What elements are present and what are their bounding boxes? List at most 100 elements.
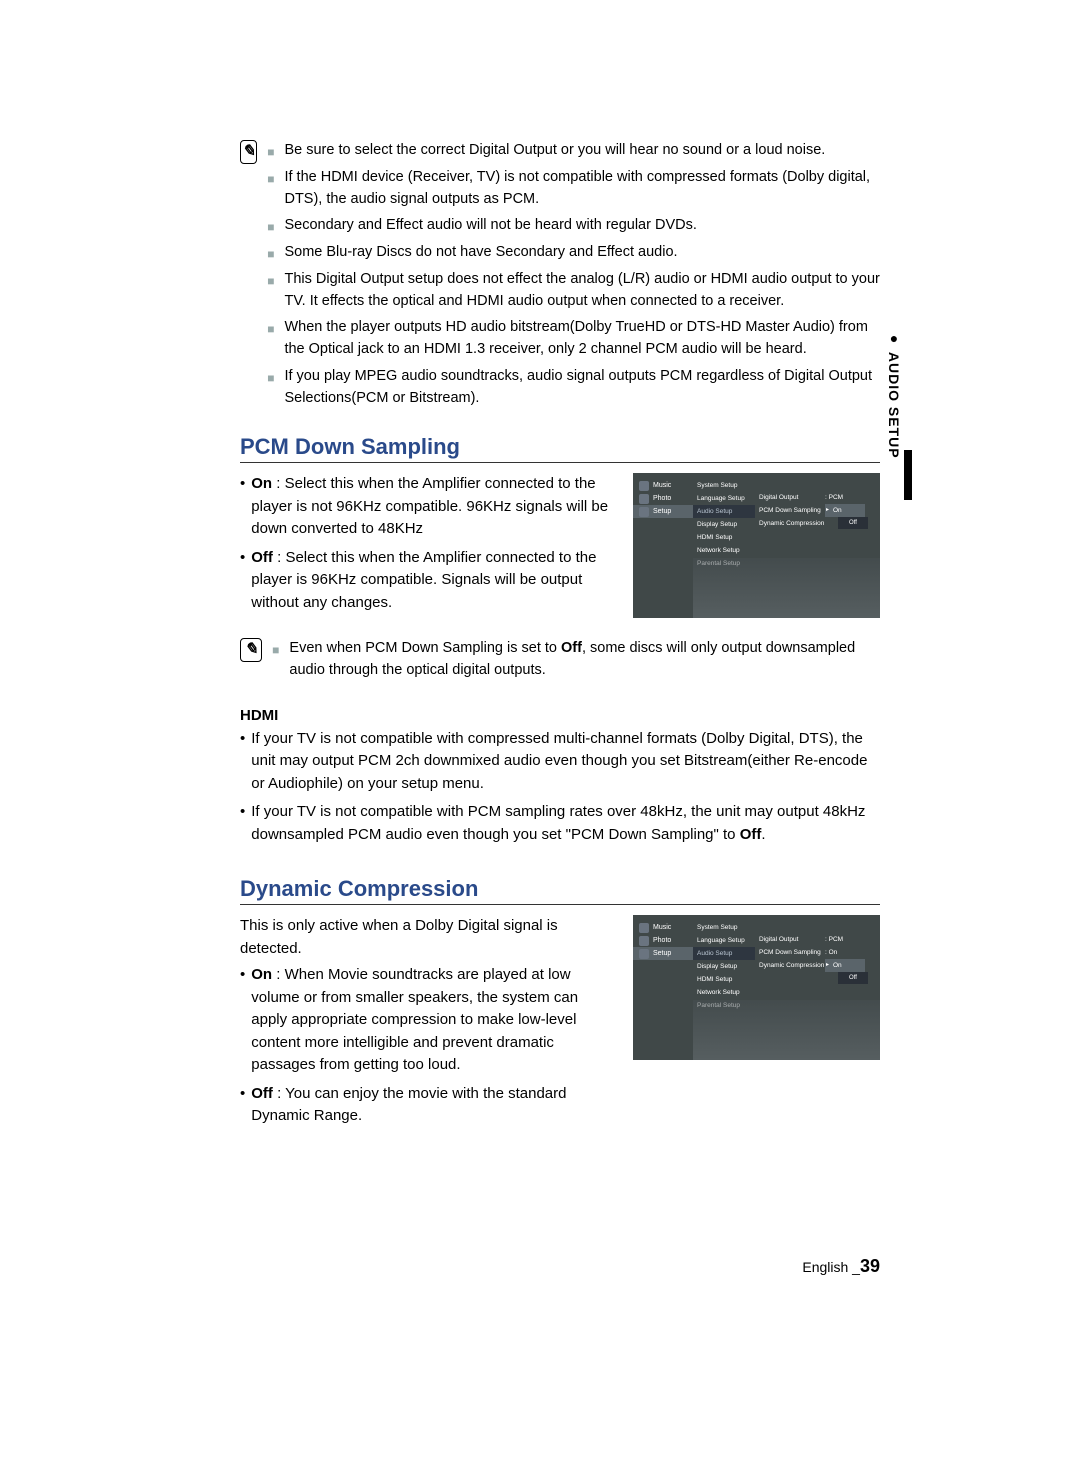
pcm-options: •On : Select this when the Amplifier con… bbox=[240, 473, 615, 620]
ss-setup-item: Display Setup bbox=[693, 518, 755, 531]
side-tab-audio-setup: ● AUDIO SETUP bbox=[886, 330, 902, 459]
ss-setup-item: System Setup bbox=[693, 921, 755, 934]
ss-side-label: Setup bbox=[653, 950, 671, 957]
bullet: • bbox=[240, 473, 245, 541]
ss-setup-item-selected: Audio Setup bbox=[693, 947, 755, 960]
music-icon bbox=[639, 923, 649, 933]
page: ● AUDIO SETUP ✎ ■Be sure to select the c… bbox=[0, 0, 1080, 1477]
ss-pcm-down-sampling: PCM Down SamplingOn bbox=[755, 504, 880, 517]
note-item: ■If you play MPEG audio soundtracks, aud… bbox=[267, 366, 880, 410]
pcm-section: •On : Select this when the Amplifier con… bbox=[240, 473, 880, 620]
heading-dynamic-compression: Dynamic Compression bbox=[240, 876, 880, 902]
bullet-icon: ■ bbox=[267, 320, 274, 361]
heading-hdmi: HDMI bbox=[240, 707, 880, 724]
note-item: ■This Digital Output setup does not effe… bbox=[267, 269, 880, 313]
bullet: • bbox=[240, 964, 245, 1077]
ss-digital-output: Digital Output: PCM bbox=[755, 933, 880, 946]
note-text: When the player outputs HD audio bitstre… bbox=[284, 317, 880, 361]
dyn-section: This is only active when a Dolby Digital… bbox=[240, 915, 880, 1134]
ss-setup-item: Language Setup bbox=[693, 934, 755, 947]
ss-pcm-down-sampling: PCM Down Sampling: On bbox=[755, 946, 880, 959]
bullet: • bbox=[240, 1083, 245, 1128]
page-number: 39 bbox=[860, 1256, 880, 1276]
option-on: •On : Select this when the Amplifier con… bbox=[240, 473, 615, 541]
dyn-options: This is only active when a Dolby Digital… bbox=[240, 915, 615, 1134]
ss-digital-output: Digital Output: PCM bbox=[755, 491, 880, 504]
note-block-top: ✎ ■Be sure to select the correct Digital… bbox=[240, 140, 880, 414]
dyn-intro: This is only active when a Dolby Digital… bbox=[240, 915, 615, 960]
ss-fade bbox=[693, 1000, 880, 1060]
text-bold: Off bbox=[561, 640, 582, 656]
ss-label: Dynamic Compression bbox=[755, 517, 825, 530]
option-desc: : Select this when the Amplifier connect… bbox=[251, 475, 608, 537]
gear-icon bbox=[639, 507, 649, 517]
option-desc: : You can enjoy the movie with the stand… bbox=[251, 1085, 566, 1125]
ss-sidebar: Music Photo Setup bbox=[633, 915, 693, 1060]
hdmi-bullet: •If your TV is not compatible with compr… bbox=[240, 728, 880, 796]
option-label: On bbox=[251, 475, 272, 492]
heading-pcm-down-sampling: PCM Down Sampling bbox=[240, 434, 880, 460]
ss-side-setup: Setup bbox=[633, 505, 693, 518]
note-text: Secondary and Effect audio will not be h… bbox=[284, 215, 696, 237]
ss-settings: Digital Output: PCM PCM Down Sampling: O… bbox=[755, 915, 880, 972]
option-text: On : Select this when the Amplifier conn… bbox=[251, 473, 615, 541]
note-item: ■When the player outputs HD audio bitstr… bbox=[267, 317, 880, 361]
note-list: ■ Even when PCM Down Sampling is set to … bbox=[272, 638, 880, 687]
divider bbox=[240, 462, 880, 463]
ss-setup-item: Network Setup bbox=[693, 986, 755, 999]
music-icon bbox=[639, 481, 649, 491]
side-tab-marker bbox=[904, 450, 912, 500]
note-text: If the HDMI device (Receiver, TV) is not… bbox=[284, 167, 880, 211]
ss-fade bbox=[693, 558, 880, 618]
ss-side-label: Music bbox=[653, 482, 671, 489]
ss-setup-item: System Setup bbox=[693, 479, 755, 492]
option-label: Off bbox=[251, 1085, 273, 1102]
option-label: Off bbox=[251, 549, 273, 566]
bullet-icon: ■ bbox=[267, 170, 274, 211]
bullet-icon: ■ bbox=[267, 143, 274, 162]
photo-icon bbox=[639, 494, 649, 504]
bullet: • bbox=[240, 728, 245, 796]
ss-value-highlight: On bbox=[825, 504, 865, 517]
bullet-icon: ■ bbox=[267, 218, 274, 237]
ss-value: PCM bbox=[829, 936, 843, 943]
bullet-icon: ■ bbox=[272, 641, 279, 682]
ss-side-label: Photo bbox=[653, 495, 671, 502]
side-tab-bullet: ● bbox=[886, 330, 902, 352]
ss-side-music: Music bbox=[633, 479, 693, 492]
note-item: ■ Secondary and Effect audio will not be … bbox=[267, 215, 880, 237]
ss-value-highlight: On bbox=[825, 959, 865, 972]
ss-setup-item: HDMI Setup bbox=[693, 531, 755, 544]
text: Even when PCM Down Sampling is set to bbox=[289, 640, 561, 656]
option-text: Off : You can enjoy the movie with the s… bbox=[251, 1083, 615, 1128]
ss-label: Dynamic Compression bbox=[755, 959, 825, 972]
text: . bbox=[761, 826, 765, 843]
option-off: •Off : Select this when the Amplifier co… bbox=[240, 547, 615, 615]
ss-sidebar: Music Photo Setup bbox=[633, 473, 693, 618]
ss-setup-item-selected: Audio Setup bbox=[693, 505, 755, 518]
ss-side-label: Photo bbox=[653, 937, 671, 944]
option-off: •Off : You can enjoy the movie with the … bbox=[240, 1083, 615, 1128]
ss-side-photo: Photo bbox=[633, 934, 693, 947]
footer: English _39 bbox=[802, 1256, 880, 1277]
bullet-text: If your TV is not compatible with PCM sa… bbox=[251, 801, 880, 846]
ss-setup-item: Language Setup bbox=[693, 492, 755, 505]
ss-value: On bbox=[829, 949, 838, 956]
footer-sep: _ bbox=[852, 1259, 860, 1275]
text: If your TV is not compatible with PCM sa… bbox=[251, 803, 865, 843]
note-text: Even when PCM Down Sampling is set to Of… bbox=[289, 638, 880, 682]
note-icon: ✎ bbox=[240, 638, 262, 662]
note-item: ■Be sure to select the correct Digital O… bbox=[267, 140, 880, 162]
gear-icon bbox=[639, 949, 649, 959]
hdmi-bullets: •If your TV is not compatible with compr… bbox=[240, 728, 880, 847]
photo-icon bbox=[639, 936, 649, 946]
ss-side-setup: Setup bbox=[633, 947, 693, 960]
ss-side-label: Setup bbox=[653, 508, 671, 515]
ss-setup-item: HDMI Setup bbox=[693, 973, 755, 986]
screenshot-dyn-menu: Music Photo Setup System Setup Language … bbox=[633, 915, 880, 1060]
option-desc: : When Movie soundtracks are played at l… bbox=[251, 966, 578, 1073]
ss-label: PCM Down Sampling bbox=[755, 504, 825, 517]
bullet-text: If your TV is not compatible with compre… bbox=[251, 728, 880, 796]
footer-language: English bbox=[802, 1259, 852, 1275]
bullet-icon: ■ bbox=[267, 245, 274, 264]
